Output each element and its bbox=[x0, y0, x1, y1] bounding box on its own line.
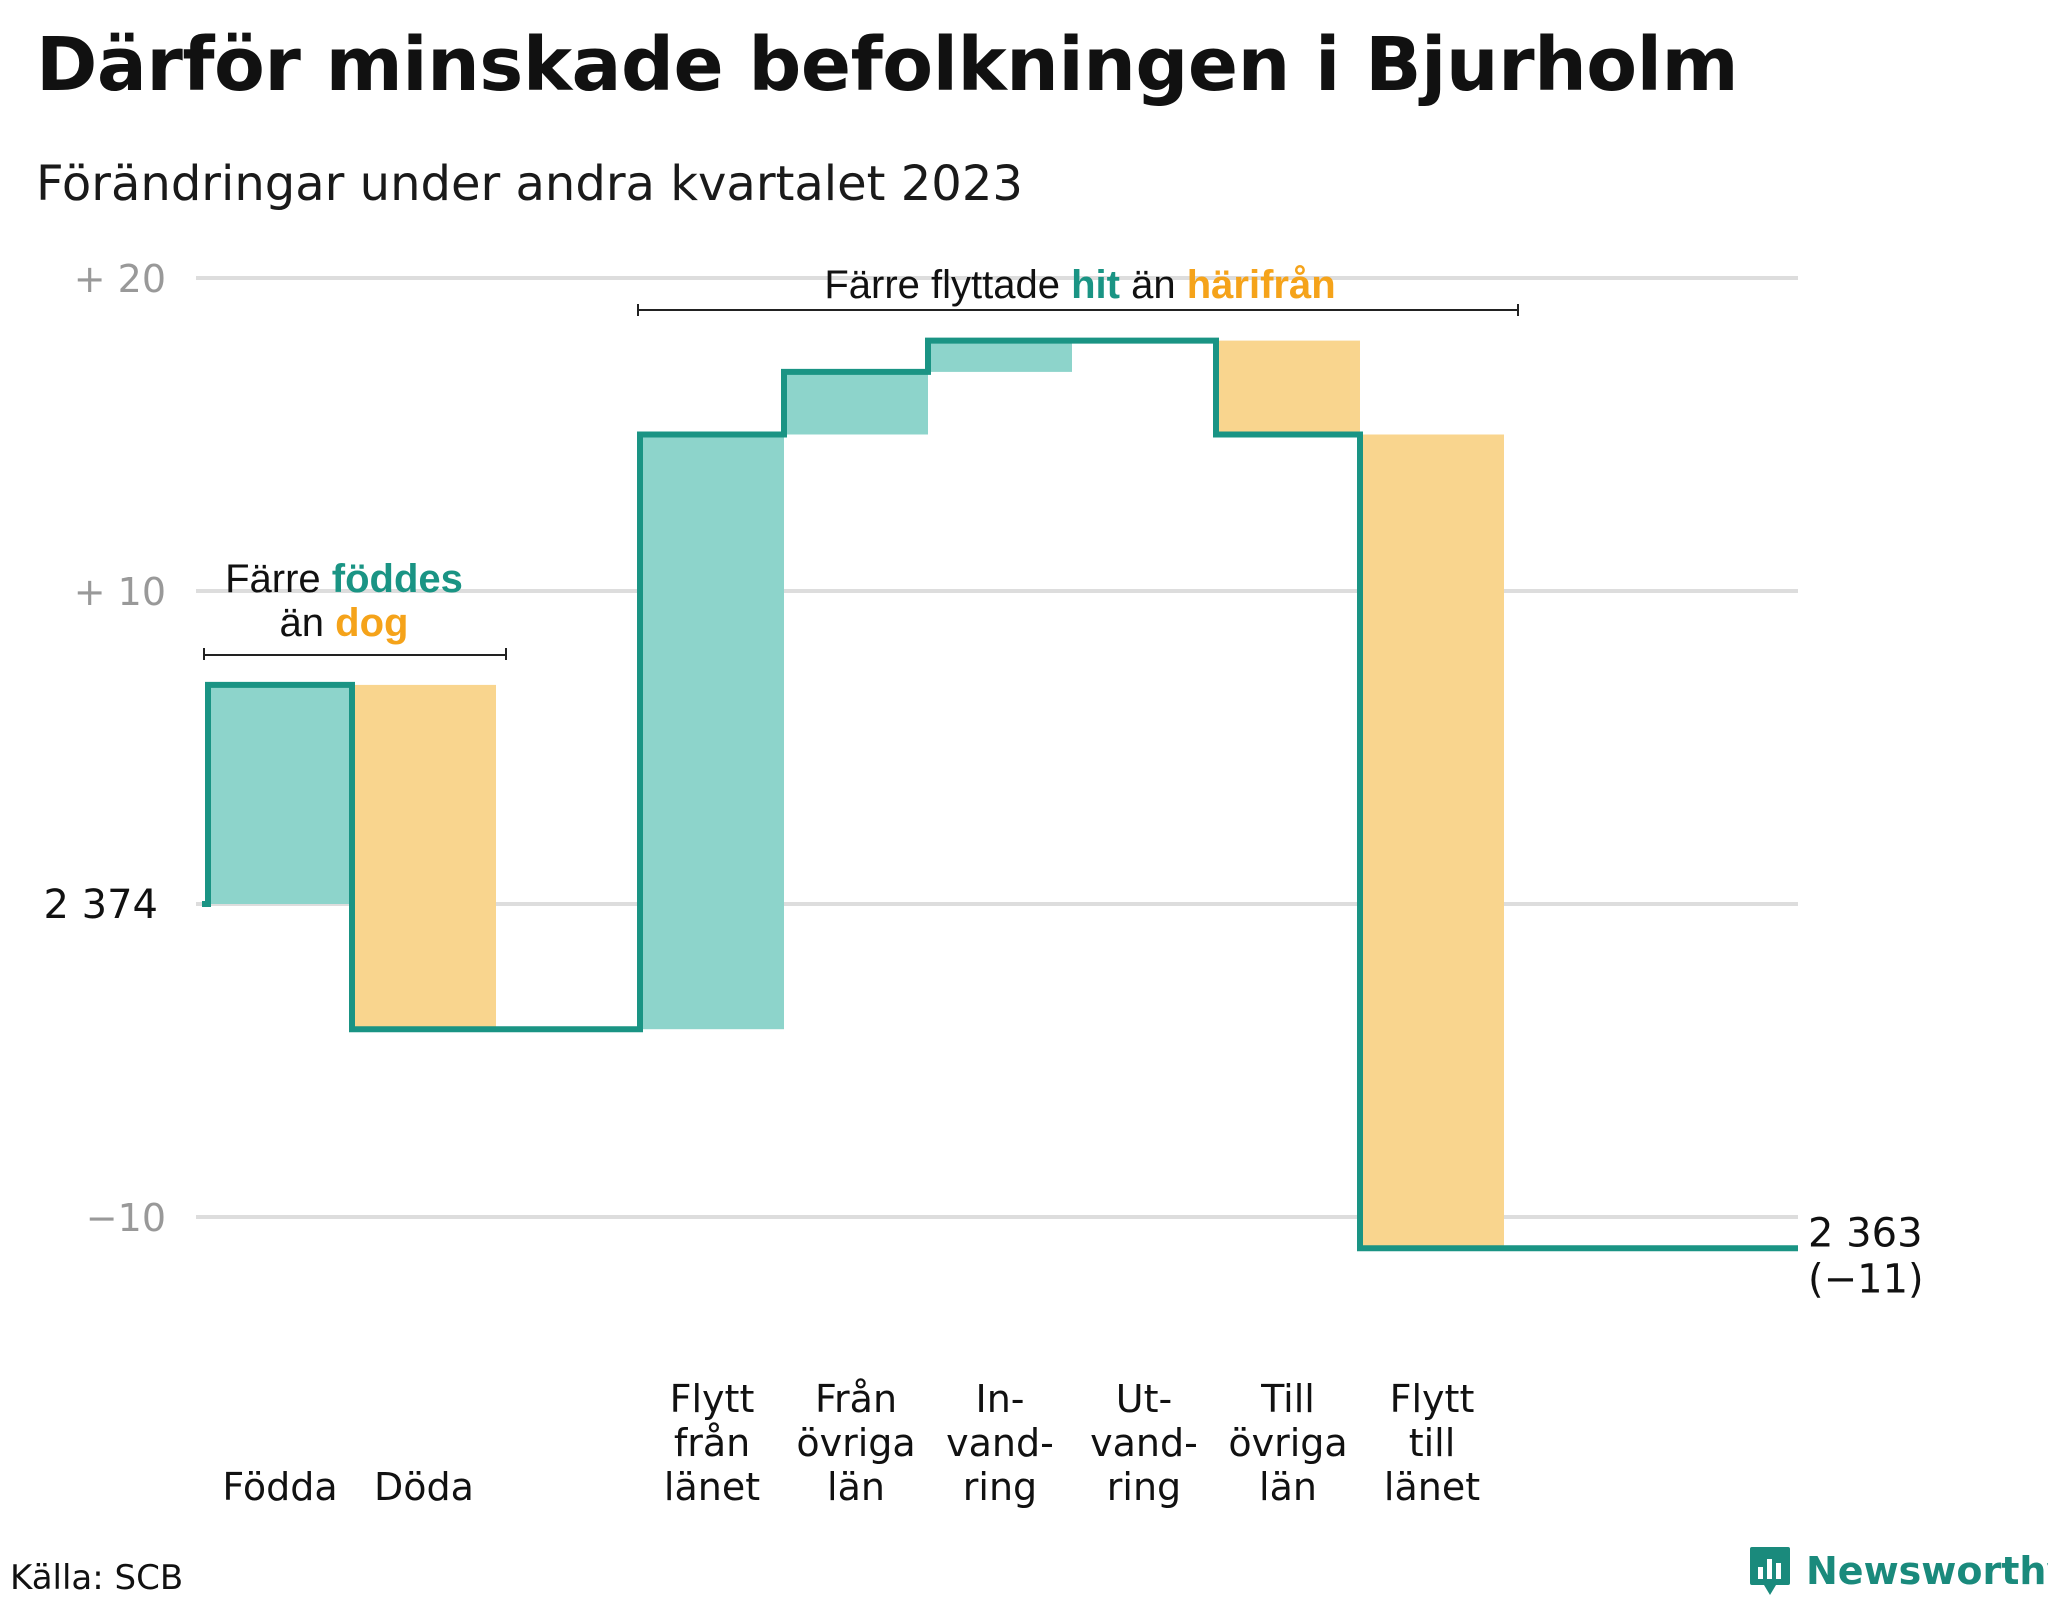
category-label: till bbox=[1409, 1421, 1456, 1465]
category-label: Ut- bbox=[1116, 1377, 1172, 1421]
category-label: län bbox=[827, 1465, 885, 1509]
category-label: Från bbox=[815, 1377, 897, 1421]
category-label: vand- bbox=[1090, 1421, 1198, 1465]
y-tick-label: 2 374 bbox=[43, 882, 158, 928]
y-tick-label: −10 bbox=[86, 1196, 166, 1240]
category-label: ring bbox=[963, 1465, 1037, 1509]
category-label: Till bbox=[1260, 1377, 1315, 1421]
chart-subtitle: Förändringar under andra kvartalet 2023 bbox=[36, 156, 1023, 212]
bar-Från-övriga-län bbox=[784, 371, 928, 435]
category-label: ring bbox=[1107, 1465, 1181, 1509]
annotation-migration: Färre flyttade hit än härifrån bbox=[824, 263, 1335, 307]
y-tick-label: + 10 bbox=[74, 570, 166, 614]
annotation-births-deaths: Färre föddes bbox=[225, 557, 463, 601]
cumulative-step-line bbox=[202, 337, 1798, 1252]
bar-Döda bbox=[352, 684, 496, 1030]
category-label: Födda bbox=[222, 1465, 337, 1509]
annotation-births-deaths-line2: än dog bbox=[280, 601, 409, 645]
bar-Till-övriga-län bbox=[1216, 340, 1360, 435]
category-label: In- bbox=[975, 1377, 1024, 1421]
category-label: Döda bbox=[374, 1465, 474, 1509]
bar-Flytt-från-länet bbox=[640, 434, 784, 1030]
category-label: länet bbox=[664, 1465, 760, 1509]
category-label: Flytt bbox=[670, 1377, 755, 1421]
category-label: övriga bbox=[796, 1421, 915, 1465]
bar-Födda bbox=[208, 684, 352, 904]
newsworthy-icon bbox=[1750, 1547, 1790, 1595]
category-label: vand- bbox=[946, 1421, 1054, 1465]
annotation-bracket bbox=[203, 648, 507, 660]
category-label: Flytt bbox=[1390, 1377, 1475, 1421]
bar-Flytt-till-länet bbox=[1360, 434, 1504, 1249]
category-label: övriga bbox=[1228, 1421, 1347, 1465]
y-tick-label: + 20 bbox=[74, 257, 166, 301]
category-label: från bbox=[674, 1421, 750, 1465]
end-change-label: (−11) bbox=[1808, 1256, 1924, 1302]
brand-name: Newsworthy bbox=[1806, 1549, 2048, 1593]
source-note: Källa: SCB bbox=[10, 1558, 184, 1598]
brand-logo: Newsworthy bbox=[1748, 1545, 2048, 1597]
annotation-bracket bbox=[637, 304, 1519, 316]
bar-In--vand--ring bbox=[928, 340, 1072, 372]
end-value-label: 2 363 bbox=[1808, 1210, 1923, 1256]
category-label: länet bbox=[1384, 1465, 1480, 1509]
chart-title: Därför minskade befolkningen i Bjurholm bbox=[36, 22, 1739, 108]
category-label: län bbox=[1259, 1465, 1317, 1509]
